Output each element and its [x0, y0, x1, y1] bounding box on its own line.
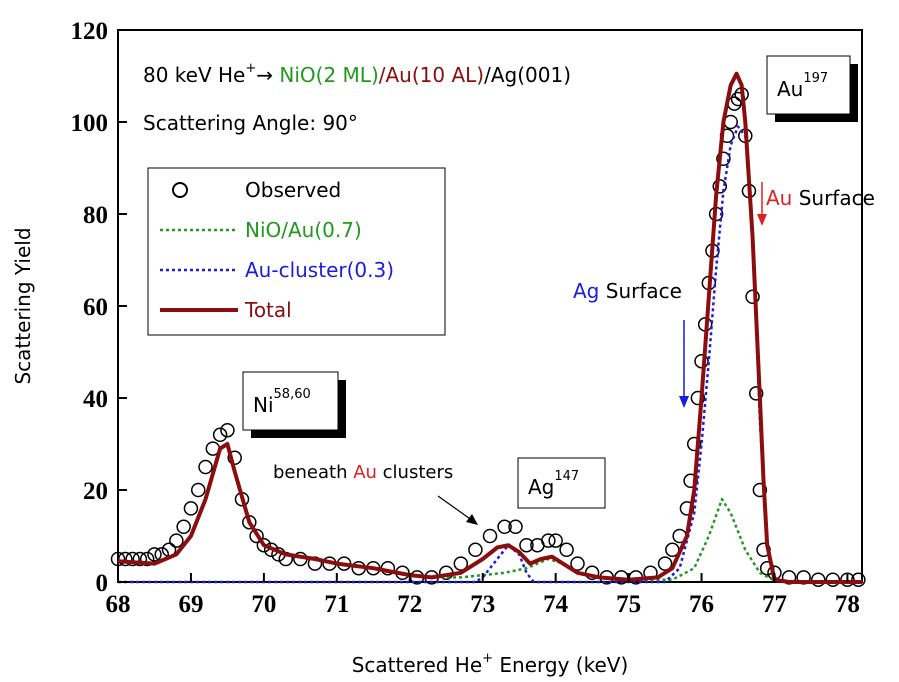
- data-point: [220, 422, 235, 438]
- x-tick-label: 70: [251, 591, 276, 618]
- peak-box: [242, 371, 339, 431]
- x-tick-label: 72: [397, 591, 422, 618]
- legend-label: NiO/Au(0.7): [245, 218, 362, 242]
- data-point: [712, 179, 728, 194]
- annotation: Ag Surface: [573, 279, 682, 303]
- x-tick-label: 75: [616, 591, 641, 618]
- data-point: [694, 353, 709, 369]
- data-point: [508, 519, 523, 535]
- data-point: [657, 556, 673, 571]
- data-point: [249, 528, 264, 544]
- legend-marker: [172, 182, 188, 198]
- data-point: [570, 556, 585, 571]
- subtitle: Scattering Angle: 90°: [143, 111, 358, 135]
- data-point: [519, 537, 534, 553]
- data-point: [825, 572, 841, 587]
- data-point: [810, 572, 826, 587]
- data-point: [183, 501, 199, 516]
- data-point: [497, 519, 512, 535]
- y-tick-label: 60: [83, 294, 108, 321]
- series-line: [117, 442, 862, 584]
- data-point: [453, 556, 469, 571]
- data-point: [468, 542, 483, 558]
- x-tick-label: 74: [543, 591, 569, 618]
- data-point: [716, 151, 731, 167]
- data-point: [110, 551, 126, 567]
- x-tick-label: 73: [470, 591, 495, 618]
- legend-items: Observed NiO/Au(0.7) Au-cluster(0.3) Total: [160, 178, 394, 322]
- y-tick-label: 40: [83, 386, 108, 413]
- data-point: [176, 519, 191, 535]
- data-point: [748, 386, 764, 401]
- arrowhead: [466, 514, 478, 525]
- peak-box: [517, 457, 606, 509]
- y-axis-title: Scattering Yield: [11, 227, 35, 384]
- data-point: [118, 551, 133, 567]
- x-axis-title: Scattered He+ Energy (keV): [352, 651, 629, 677]
- peak-label: Ni58,60: [253, 387, 311, 417]
- y-tick-label: 80: [83, 202, 108, 229]
- x-tick-label: 69: [178, 591, 203, 618]
- data-point: [686, 436, 702, 452]
- data-point: [198, 459, 213, 475]
- x-tick-label: 68: [106, 591, 131, 618]
- x-tick-label: 77: [762, 591, 787, 618]
- annotation: Au Surface: [766, 186, 875, 210]
- data-point: [212, 427, 228, 443]
- peak-label: Ag147: [528, 469, 579, 499]
- data-point: [256, 537, 272, 553]
- legend-label: Observed: [245, 178, 341, 202]
- data-point: [132, 551, 148, 567]
- arrowhead: [757, 214, 767, 226]
- data-point: [559, 542, 574, 558]
- peak-box: [766, 55, 851, 115]
- legend-label: Au-cluster(0.3): [245, 258, 394, 282]
- data-point: [851, 572, 866, 587]
- data-point: [139, 551, 155, 567]
- annotation: beneath Au clusters: [273, 462, 453, 483]
- y-tick-label: 0: [96, 570, 109, 597]
- x-tick-label: 71: [324, 591, 349, 618]
- y-tick-label: 100: [71, 110, 109, 137]
- data-point: [190, 482, 206, 498]
- data-layer: [110, 71, 866, 587]
- arrowhead: [679, 396, 689, 408]
- data-point: [482, 528, 498, 544]
- series-line: [117, 71, 862, 584]
- y-tick-label: 120: [71, 18, 109, 45]
- legend-label: Total: [244, 298, 292, 322]
- data-point: [541, 533, 556, 548]
- data-point: [679, 501, 695, 516]
- header: 80 keV He+→ NiO(2 ML)/Au(10 AL)/Ag(001): [143, 61, 571, 87]
- x-tick-label: 76: [689, 591, 714, 618]
- data-point: [683, 473, 698, 489]
- data-point: [752, 482, 768, 498]
- legend: [147, 167, 446, 336]
- arrow: [437, 495, 474, 522]
- y-tick-label: 20: [83, 478, 108, 505]
- data-point: [548, 533, 563, 548]
- x-tick-label: 78: [835, 591, 860, 618]
- peak-label: Au197: [777, 71, 828, 101]
- data-point: [745, 289, 760, 305]
- data-point: [125, 551, 140, 567]
- data-point: [169, 533, 184, 548]
- data-point: [147, 547, 162, 562]
